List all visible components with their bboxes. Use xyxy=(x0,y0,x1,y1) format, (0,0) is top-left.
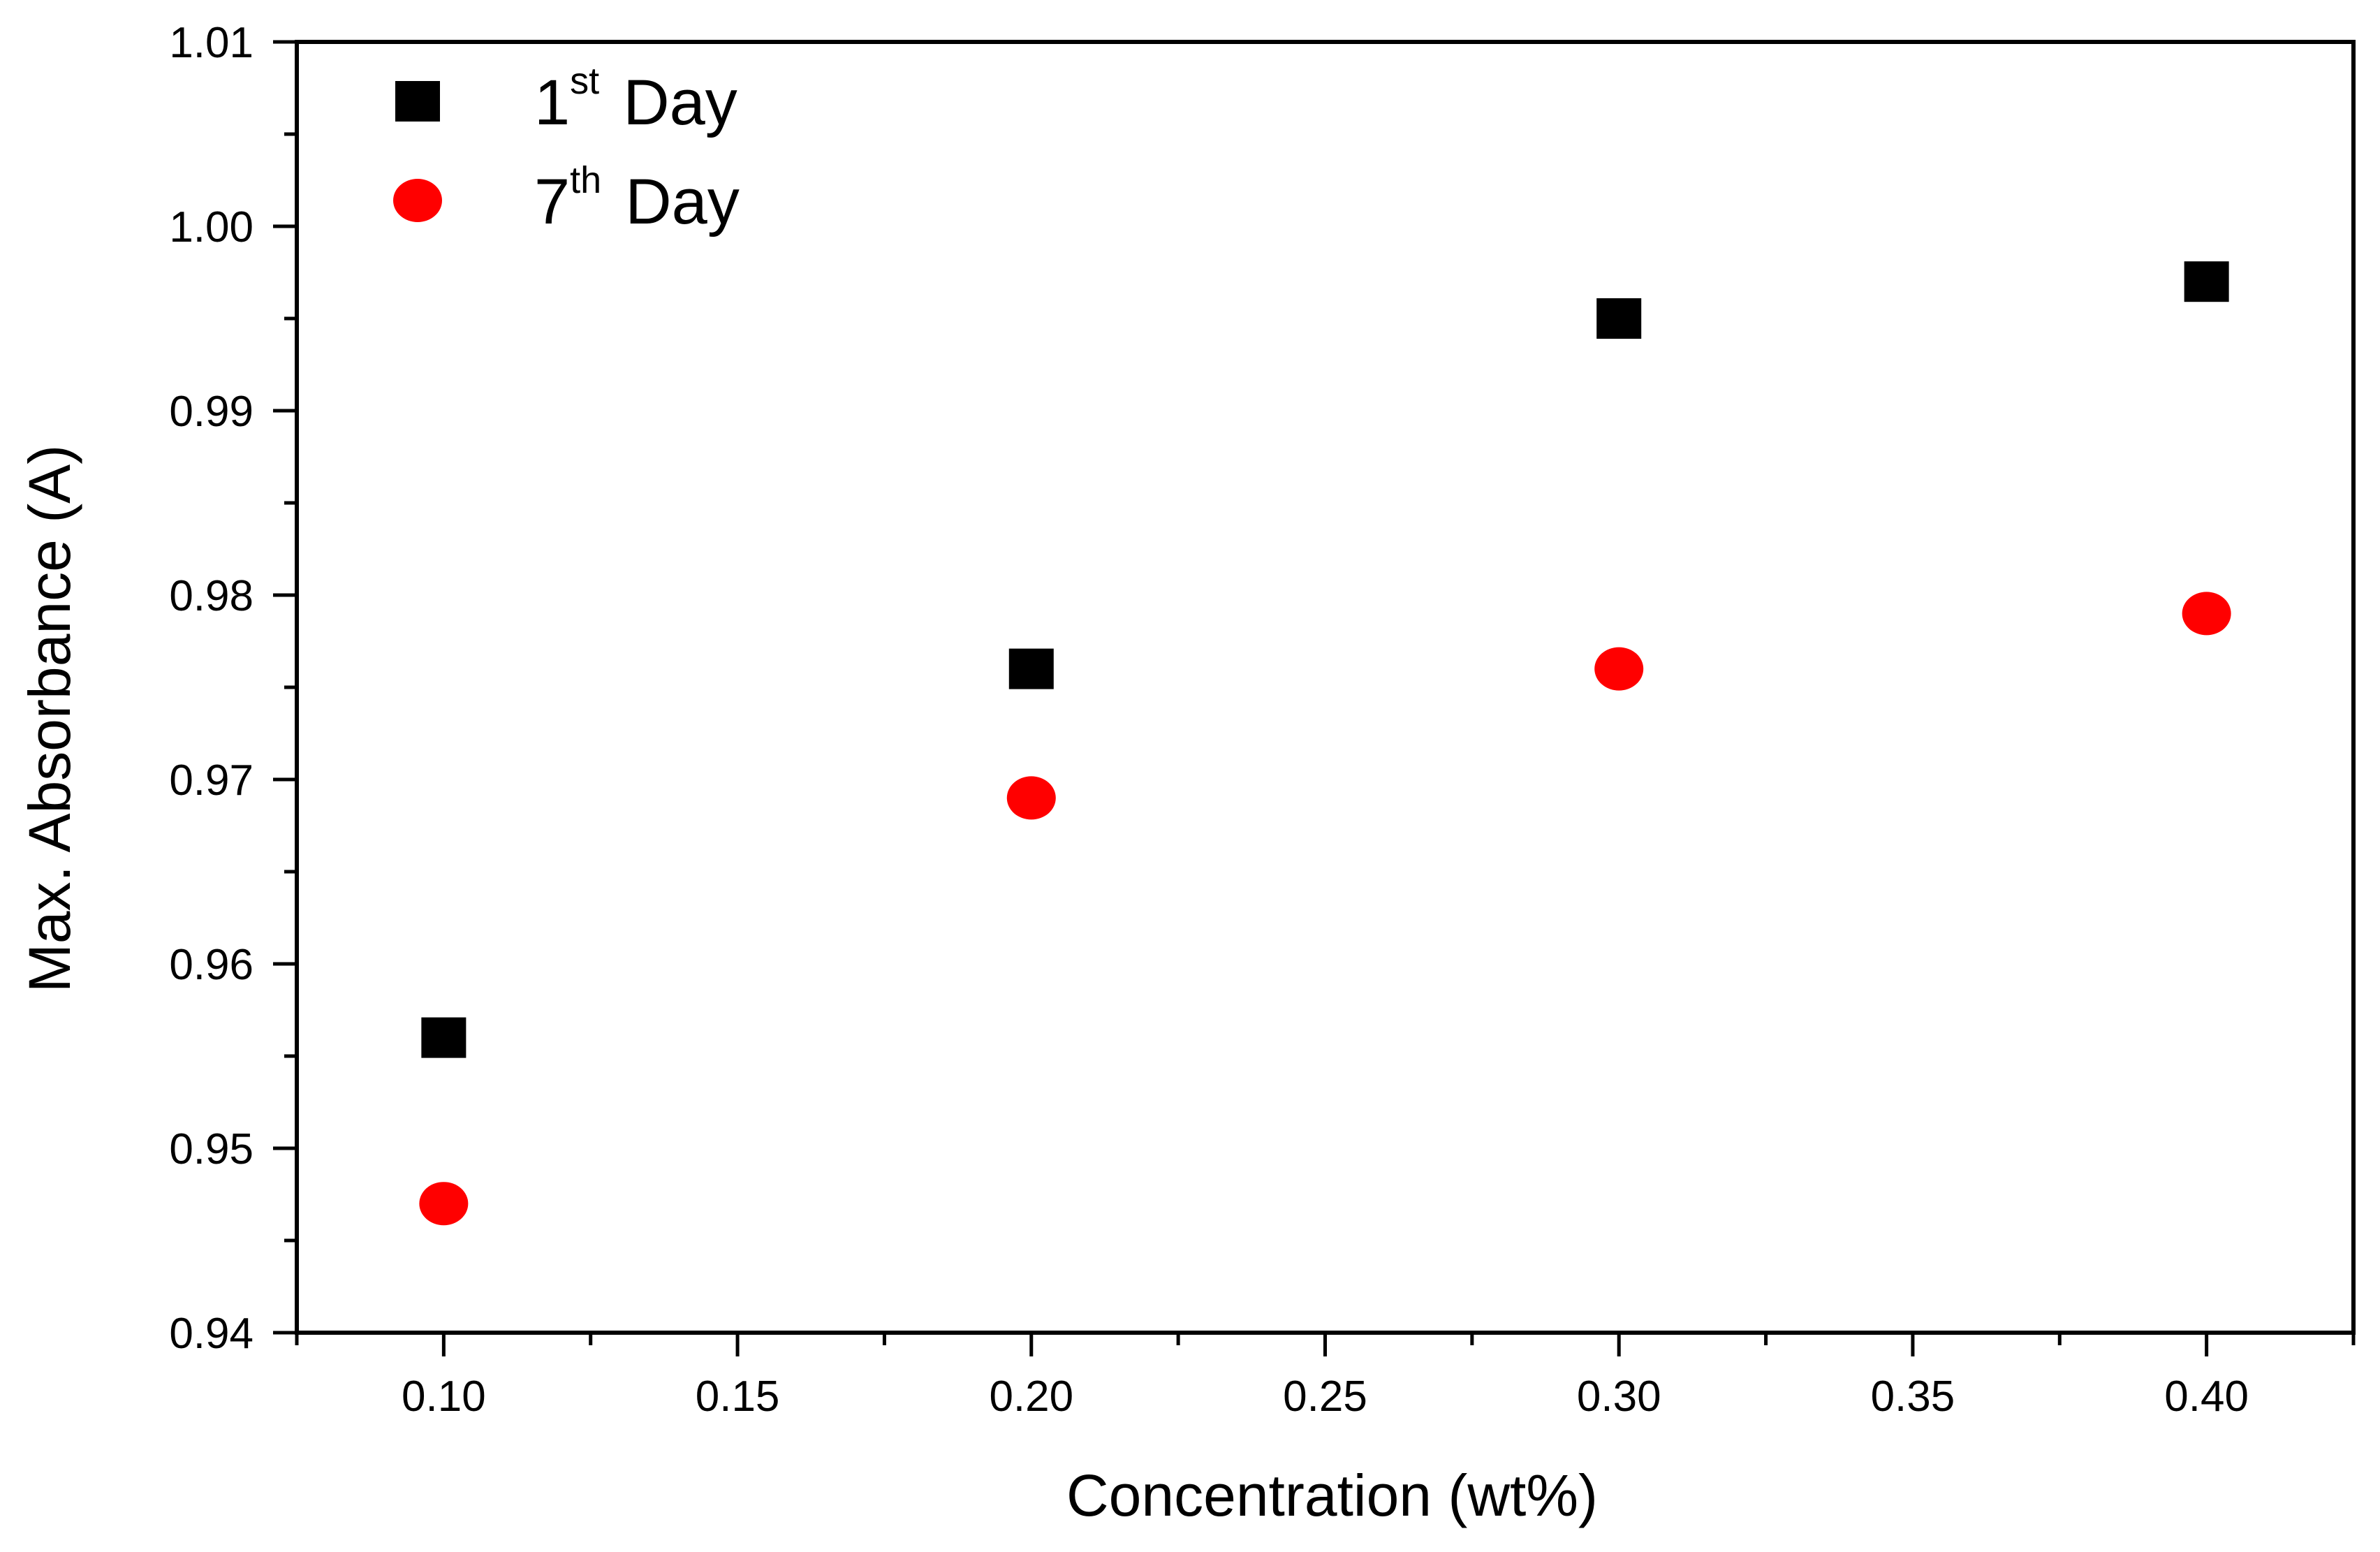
markers-layer xyxy=(419,261,2231,1226)
x-tick-label: 0.10 xyxy=(402,1372,486,1421)
y-tick-label: 1.01 xyxy=(169,19,254,67)
data-point-series-2 xyxy=(419,1182,469,1226)
legend-number: 1 xyxy=(534,67,570,138)
legend-word: Day xyxy=(623,67,737,138)
x-tick-label: 0.35 xyxy=(1871,1372,1955,1421)
data-point-series-1 xyxy=(1008,648,1054,689)
y-tick-label: 0.96 xyxy=(169,941,254,989)
data-point-series-1 xyxy=(2184,261,2229,302)
legend-label-series-2: 7th Day xyxy=(534,159,740,237)
y-tick-label: 1.00 xyxy=(169,203,254,251)
x-tick-label: 0.25 xyxy=(1283,1372,1367,1421)
legend-marker-circle xyxy=(393,179,442,222)
x-axis-title: Concentration (wt%) xyxy=(1066,1463,1598,1528)
y-axis-title: Max. Absorbance (A) xyxy=(17,445,82,993)
legend-superscript: st xyxy=(570,60,599,102)
x-tick-label: 0.30 xyxy=(1577,1372,1661,1421)
y-tick-label: 0.95 xyxy=(169,1125,254,1173)
plot-frame xyxy=(295,40,2356,1335)
y-tick-label: 0.97 xyxy=(169,756,254,805)
data-point-series-2 xyxy=(1594,647,1644,691)
data-point-series-1 xyxy=(421,1017,467,1058)
x-tick-label: 0.15 xyxy=(696,1372,780,1421)
legend: 1st Day 7th Day xyxy=(393,60,740,237)
y-tick-label: 0.98 xyxy=(169,572,254,620)
legend-label-series-1: 1st Day xyxy=(534,60,737,138)
x-tick-label: 0.40 xyxy=(2164,1372,2249,1421)
legend-marker-square xyxy=(395,81,440,122)
legend-superscript: th xyxy=(570,159,601,201)
y-tick-label: 0.94 xyxy=(169,1310,254,1358)
y-tick-label: 0.99 xyxy=(169,388,254,436)
data-point-series-2 xyxy=(2182,592,2231,636)
data-point-series-2 xyxy=(1006,776,1056,820)
legend-number: 7 xyxy=(534,166,570,237)
x-tick-label: 0.20 xyxy=(989,1372,1073,1421)
data-point-series-1 xyxy=(1596,298,1642,339)
legend-word: Day xyxy=(625,166,740,237)
ticks-layer: 0.94 0.95 0.96 0.97 0.98 0.99 1.00 1.01 0.10 0.15… xyxy=(169,19,2356,1421)
